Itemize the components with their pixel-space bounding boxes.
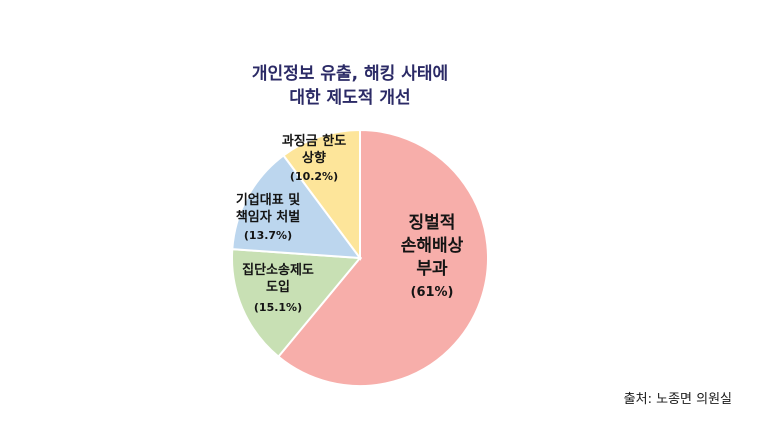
slice-value-label-1: (61%) — [411, 285, 454, 300]
slice-label-1-line-1: 징벌적 — [409, 213, 456, 233]
slice-label-2-line-1: 집단소송제도 — [242, 262, 314, 278]
slice-label-3-line-2: 책임자 처벌 — [236, 209, 300, 225]
chart-title-line-1: 개인정보 유출, 해킹 사태에 — [251, 64, 449, 84]
slice-value-label-3: (13.7%) — [244, 229, 292, 242]
chart-title-line-2: 대한 제도적 개선 — [289, 88, 411, 108]
slice-value-label-4: (10.2%) — [290, 170, 338, 183]
slice-value-label-2: (15.1%) — [254, 301, 302, 314]
slice-label-1-line-3: 부과 — [416, 259, 448, 279]
pie-slice-2 — [231, 248, 363, 359]
slice-label-4-line-2: 상향 — [302, 150, 326, 166]
pie-slice-1 — [277, 128, 489, 387]
chart-title: 개인정보 유출, 해킹 사태에 대한 제도적 개선 — [200, 62, 500, 110]
slice-label-1-line-2: 손해배상 — [401, 236, 464, 256]
pie-slice-4 — [282, 128, 361, 262]
slice-label-4-line-1: 과징금 한도 — [282, 133, 346, 149]
slice-label-3-line-1: 기업대표 및 — [236, 193, 300, 208]
source-note: 출처: 노종면 의원실 — [623, 392, 732, 407]
pie-slice-3 — [231, 154, 363, 260]
slice-label-2-line-2: 도입 — [266, 280, 290, 295]
